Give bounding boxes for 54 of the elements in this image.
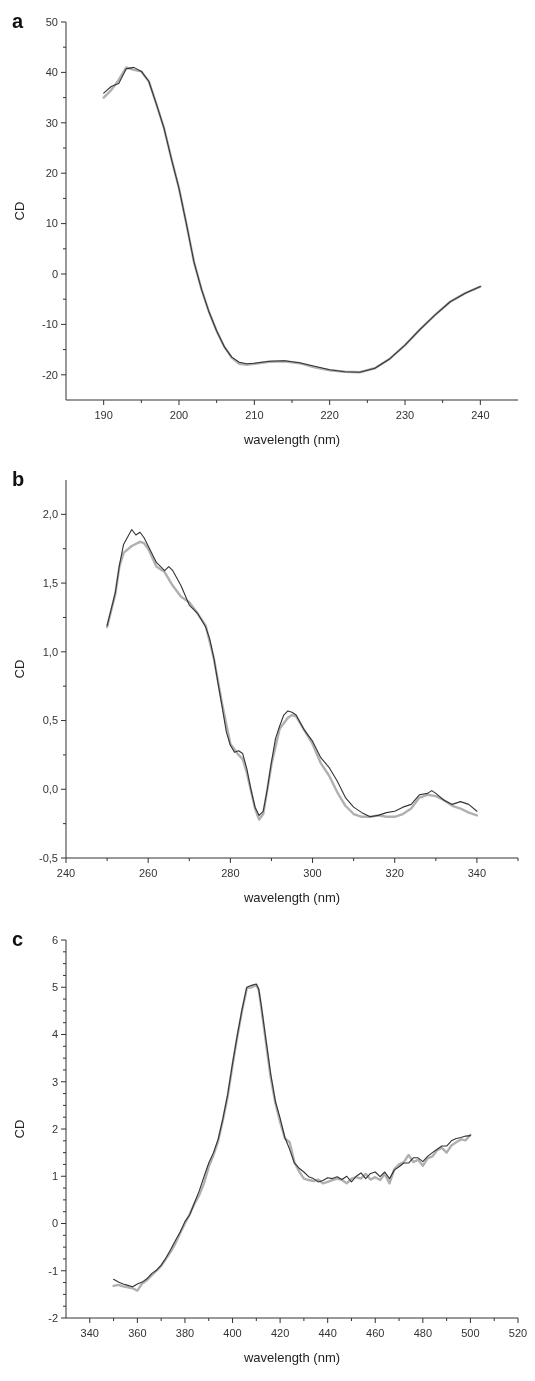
y-tick-label: 0,5	[42, 714, 58, 727]
chart-title: a	[12, 10, 24, 32]
y-tick-label: -0,5	[39, 851, 58, 864]
x-tick-label: 340	[467, 867, 487, 879]
x-tick-label: 220	[320, 409, 339, 421]
y-tick-label: 1,5	[42, 576, 58, 589]
y-tick-label: -10	[42, 318, 58, 331]
x-tick-label: 260	[139, 867, 158, 879]
x-tick-label: 340	[80, 1327, 99, 1339]
x-tick-label: 200	[169, 409, 189, 421]
y-tick-label: 3	[51, 1075, 58, 1088]
x-tick-label: 240	[56, 867, 76, 879]
x-tick-label: 320	[385, 867, 404, 879]
y-tick-label: 1,0	[42, 645, 58, 658]
x-tick-label: 420	[270, 1327, 290, 1339]
x-tick-label: 500	[461, 1327, 480, 1339]
y-tick-label: 30	[45, 116, 58, 129]
y-tick-label: -20	[42, 368, 58, 381]
y-tick-label: 2,0	[42, 508, 58, 521]
y-axis-title: CD	[12, 201, 27, 221]
x-tick-label: 440	[318, 1327, 337, 1339]
x-tick-label: 230	[395, 409, 415, 421]
y-tick-label: 2	[51, 1122, 58, 1135]
x-tick-label: 400	[223, 1327, 242, 1339]
y-tick-label: 50	[45, 15, 58, 28]
x-tick-label: 480	[413, 1327, 433, 1339]
y-axis-title: CD	[12, 1119, 27, 1139]
y-tick-label: 40	[45, 66, 58, 79]
y-tick-label: 0	[51, 1217, 58, 1230]
x-tick-label: 380	[175, 1327, 195, 1339]
x-tick-label: 520	[508, 1327, 528, 1339]
x-axis-title: wavelength (nm)	[242, 432, 341, 447]
x-tick-label: 190	[94, 409, 113, 421]
y-tick-label: 0	[51, 267, 58, 280]
x-tick-label: 460	[366, 1327, 385, 1339]
x-tick-label: 360	[128, 1327, 147, 1339]
chart-title: b	[12, 468, 25, 490]
y-tick-label: 20	[45, 167, 58, 180]
x-axis-title: wavelength (nm)	[242, 1350, 341, 1365]
y-tick-label: 1	[51, 1170, 58, 1183]
y-tick-label: -1	[48, 1264, 58, 1277]
x-tick-label: 300	[303, 867, 322, 879]
y-tick-label: 4	[51, 1028, 58, 1041]
y-tick-label: -2	[48, 1311, 58, 1324]
y-tick-label: 6	[51, 933, 58, 946]
x-tick-label: 210	[245, 409, 264, 421]
y-axis-title: CD	[12, 659, 27, 679]
x-tick-label: 240	[471, 409, 490, 421]
y-tick-label: 10	[45, 217, 58, 230]
x-tick-label: 280	[221, 867, 240, 879]
y-tick-label: 0,0	[42, 783, 58, 796]
chart-title: c	[12, 928, 24, 950]
y-tick-label: 5	[51, 981, 58, 994]
x-axis-title: wavelength (nm)	[242, 890, 341, 905]
